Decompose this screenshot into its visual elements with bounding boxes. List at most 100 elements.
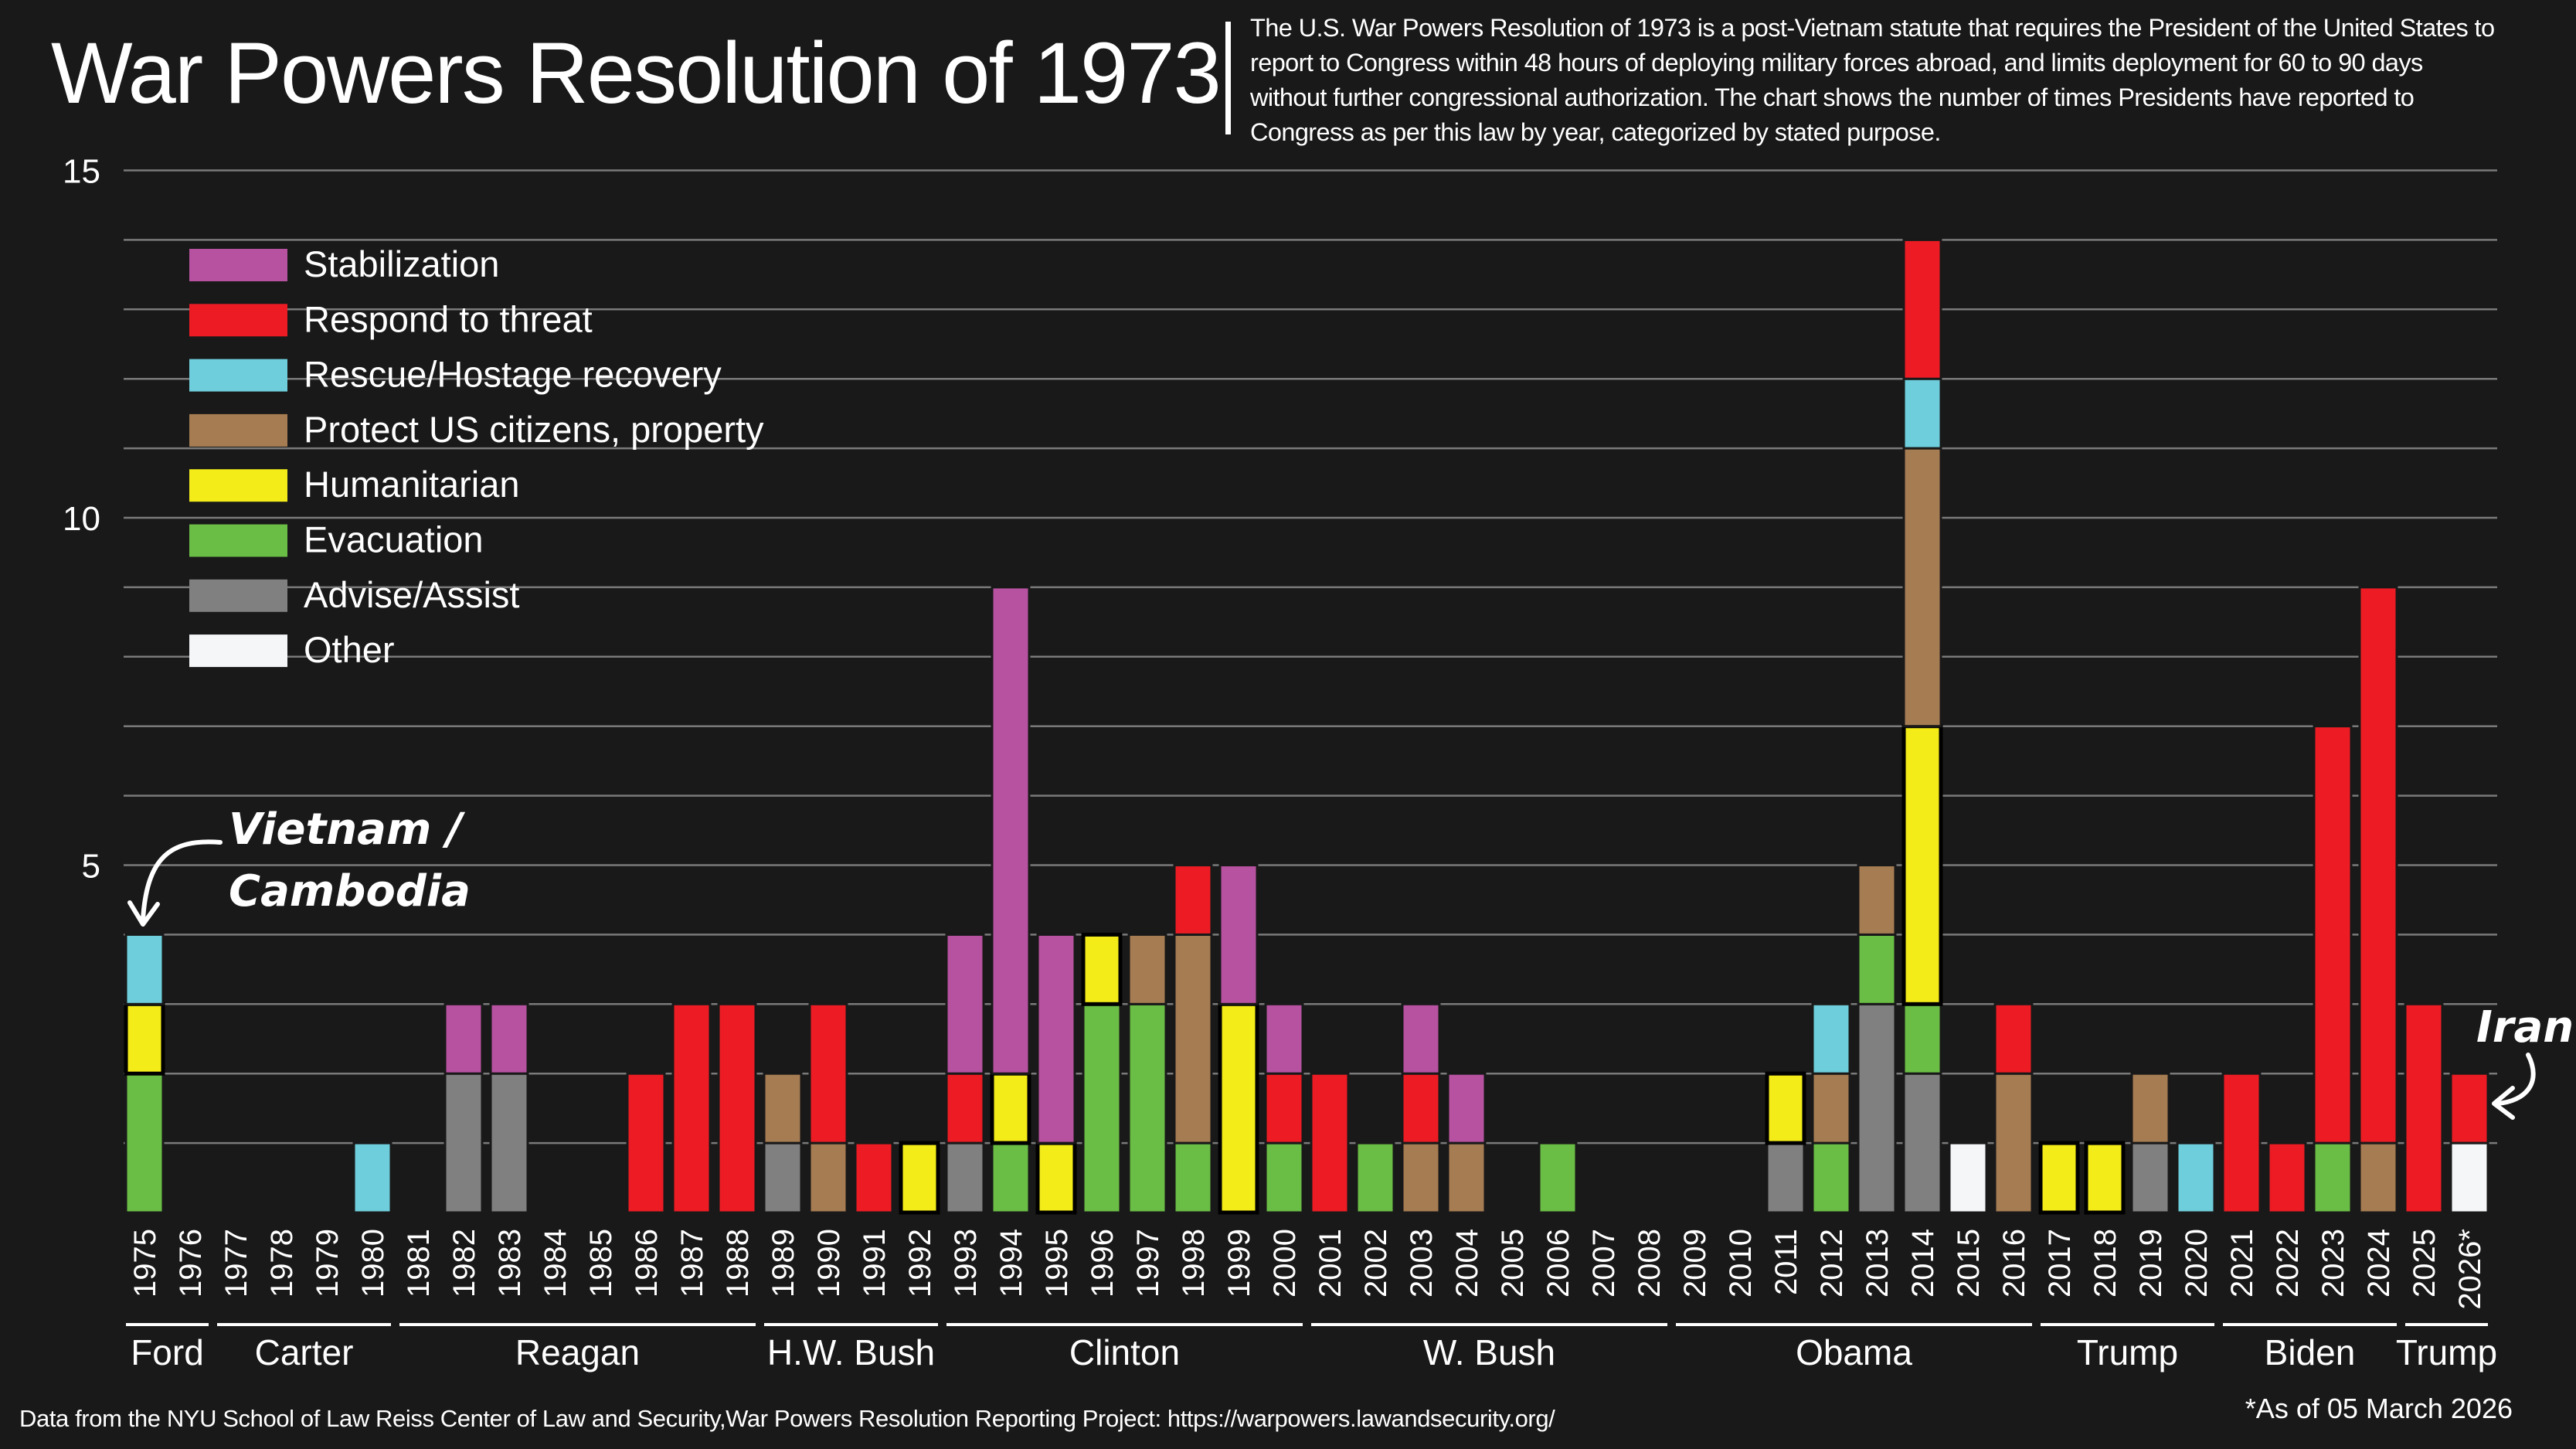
president-label: W. Bush: [1423, 1332, 1555, 1372]
annotation-vietnam-line2: Cambodia: [229, 866, 471, 917]
president-label: Trump: [2396, 1332, 2497, 1372]
president-label: Clinton: [1069, 1332, 1180, 1372]
bar-segment-rescue-2020: [2176, 1141, 2216, 1214]
bar-segment-stab-1982: [443, 1002, 484, 1075]
legend-label: Protect US citizens, property: [304, 409, 764, 450]
year-label: 2008: [1633, 1229, 1667, 1298]
year-label: 1984: [539, 1229, 573, 1298]
year-label: 1978: [265, 1229, 299, 1298]
bar-segment-advise-2013: [1857, 1002, 1897, 1214]
title-divider: [1225, 22, 1231, 134]
year-label: 1993: [949, 1229, 983, 1298]
bar-segment-rescue-2012: [1811, 1002, 1851, 1075]
bar-segment-protect-2013: [1857, 864, 1897, 936]
legend-swatch-advise: [189, 579, 287, 612]
year-label: 1996: [1086, 1229, 1120, 1298]
bar-segment-human-2018: [2084, 1141, 2126, 1215]
bar-segment-threat-1987: [671, 1002, 712, 1214]
legend-label: Rescue/Hostage recovery: [304, 354, 722, 395]
bar-segment-advise-2019: [2130, 1141, 2170, 1214]
bar-segment-threat-2001: [1310, 1072, 1350, 1214]
year-label: 1979: [311, 1229, 345, 1298]
bar-segment-advise-1982: [443, 1072, 484, 1214]
bar-segment-protect-2003: [1401, 1141, 1441, 1214]
bar-segment-threat-2000: [1264, 1072, 1304, 1145]
legend-swatch-stab: [189, 249, 287, 281]
bar-segment-human-1999: [1218, 1002, 1259, 1215]
president-label: Biden: [2265, 1332, 2356, 1372]
year-label: 1991: [858, 1229, 892, 1298]
bar-segment-evac-2006: [1538, 1141, 1578, 1214]
legend-label: Advise/Assist: [304, 574, 519, 615]
year-label: 1981: [402, 1229, 436, 1298]
president-label: Reagan: [515, 1332, 640, 1372]
year-label: 1976: [174, 1229, 208, 1298]
bar-segment-rescue-1975: [124, 933, 165, 1005]
bar-segment-threat-2016: [1993, 1002, 2034, 1075]
as-of-note: *As of 05 March 2026: [2245, 1393, 2513, 1424]
bar-segment-threat-1991: [854, 1141, 894, 1214]
year-label: 2023: [2316, 1229, 2350, 1298]
bar-segment-stab-1995: [1036, 933, 1076, 1145]
bar-segment-protect-2016: [1993, 1072, 2034, 1214]
year-label: 2019: [2134, 1229, 2168, 1298]
bar-segment-threat-2014: [1902, 238, 1942, 380]
legend-swatch-human: [189, 469, 287, 502]
year-label: 1977: [219, 1229, 253, 1298]
bar-segment-human-1996: [1081, 932, 1123, 1006]
year-label: 2003: [1405, 1229, 1439, 1298]
bar-segment-human-1994: [990, 1071, 1031, 1145]
bar-segment-stab-1993: [945, 933, 985, 1075]
year-label: 2020: [2180, 1229, 2214, 1298]
bar-segment-evac-2023: [2313, 1141, 2353, 1214]
bar-segment-threat-2024: [2358, 586, 2398, 1145]
year-label: 2005: [1496, 1229, 1530, 1298]
year-label: 2014: [1906, 1229, 1940, 1298]
bar-segment-human-2017: [2038, 1141, 2080, 1215]
bar-segment-evac-2013: [1857, 933, 1897, 1005]
year-label: 1980: [356, 1229, 390, 1298]
legend-label: Respond to threat: [304, 298, 593, 339]
bar-segment-advise-1989: [763, 1141, 803, 1214]
bar-segment-threat-1988: [717, 1002, 757, 1214]
y-tick-label: 5: [82, 848, 100, 886]
bar-segment-other-2015: [1948, 1141, 1988, 1214]
annotation-arrow-icon: [2495, 1053, 2536, 1106]
year-label: 2016: [1997, 1229, 2031, 1298]
bar-segment-evac-1998: [1173, 1141, 1213, 1214]
president-label: Trump: [2077, 1332, 2178, 1372]
year-label: 2021: [2225, 1229, 2259, 1298]
year-label: 2004: [1450, 1229, 1484, 1298]
year-label: 1995: [1040, 1229, 1074, 1298]
bar-segment-human-1975: [124, 1002, 165, 1076]
page-title: War Powers Resolution of 1973: [51, 25, 1222, 121]
bar-segment-protect-2014: [1902, 447, 1942, 728]
bar-segment-protect-2004: [1446, 1141, 1487, 1214]
bar-segment-human-2014: [1901, 724, 1943, 1006]
year-label: 2015: [1952, 1229, 1986, 1298]
bar-segment-threat-2023: [2313, 725, 2353, 1145]
bar-segment-rescue-1980: [352, 1141, 393, 1214]
annotation-arrowhead-icon: [2492, 1086, 2515, 1120]
year-label: 2007: [1587, 1229, 1621, 1298]
legend-swatch-rescue: [189, 359, 287, 392]
annotation-vietnam-line1: Vietnam /: [229, 804, 466, 855]
annotation-iran: Iran: [2476, 1002, 2574, 1053]
year-label: 2017: [2043, 1229, 2077, 1298]
year-label: 1985: [584, 1229, 618, 1298]
annotation-arrowhead-icon: [127, 900, 160, 927]
year-label: 1987: [675, 1229, 709, 1298]
bar-segment-human-1995: [1035, 1141, 1077, 1215]
legend-swatch-protect: [189, 413, 287, 447]
year-label: 2009: [1678, 1229, 1712, 1298]
bar-segment-protect-1997: [1127, 933, 1167, 1005]
year-label: 1982: [447, 1229, 481, 1298]
bar-segment-threat-2026*: [2449, 1072, 2489, 1145]
year-label: 2012: [1815, 1229, 1849, 1298]
year-label: 2025: [2408, 1229, 2442, 1298]
year-label: 1989: [766, 1229, 800, 1298]
bar-segment-advise-1983: [489, 1072, 529, 1214]
bar-segment-evac-2012: [1811, 1141, 1851, 1214]
legend-swatch-other: [189, 634, 287, 668]
